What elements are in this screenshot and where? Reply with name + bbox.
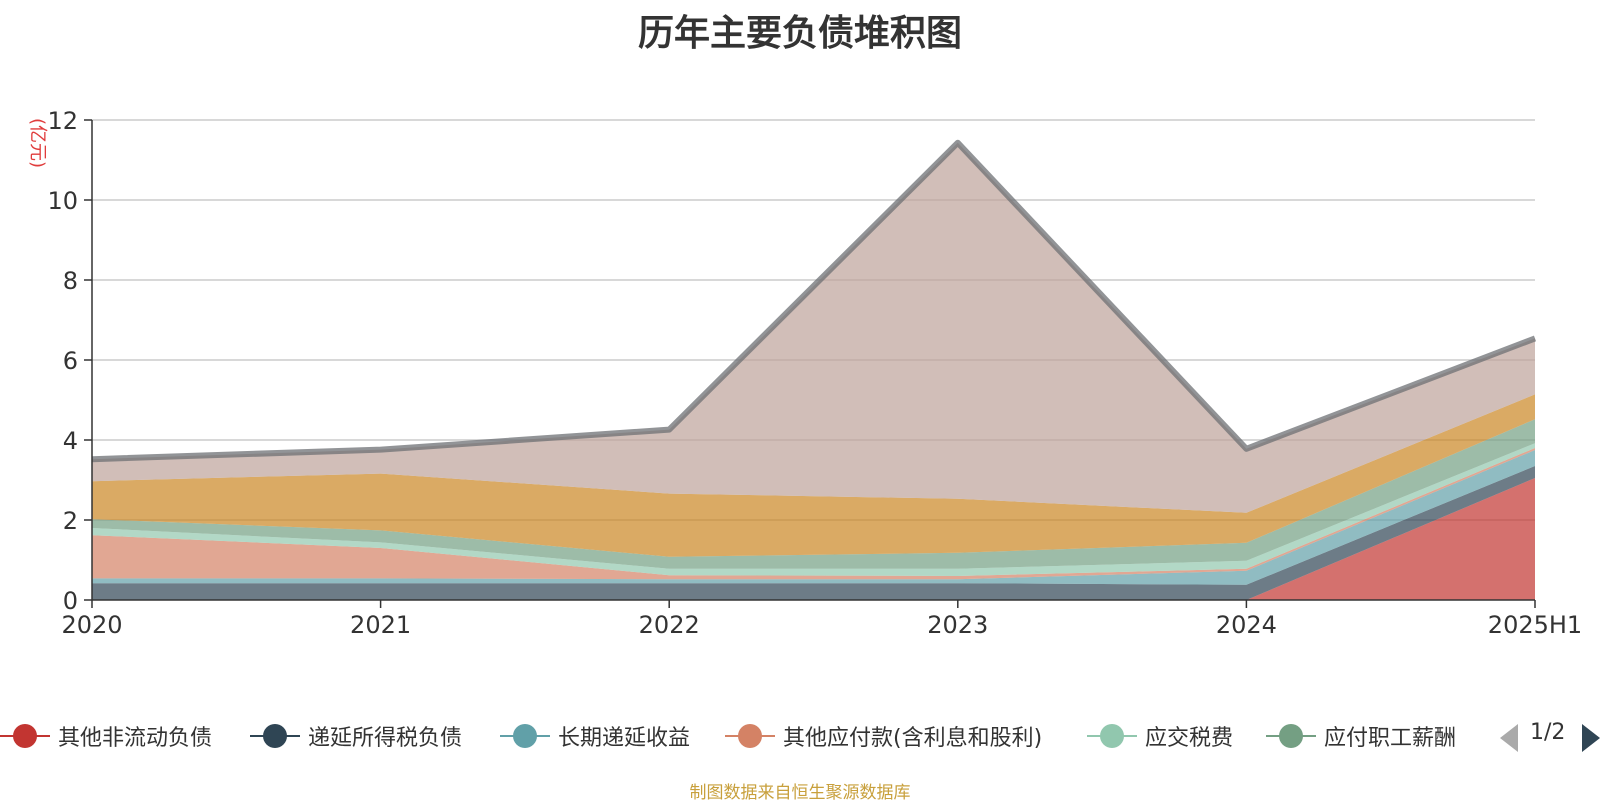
area-series-3 — [92, 448, 1535, 580]
stacked-areas — [92, 142, 1535, 600]
source-note: 制图数据来自恒生聚源数据库 — [689, 783, 911, 803]
legend-marker-icon — [250, 720, 300, 752]
axes: 0 2 4 6 8 10 12 2020 2021 2022 2023 2024 2025H1 — [47, 107, 1582, 639]
legend-label: 应交税费 — [1145, 726, 1234, 751]
area-series-6 — [92, 394, 1535, 557]
legend-item[interactable]: 其他应付款(含利息和股利) — [725, 720, 1042, 752]
y-tick-label: 8 — [63, 267, 78, 295]
legend-marker-icon — [500, 720, 550, 752]
chart-canvas: 0 2 4 6 8 10 12 2020 2021 2022 2023 2024 2025H1 (亿元) — [27, 107, 1582, 639]
x-tick-label: 2025H1 — [1488, 611, 1582, 639]
legend-marker-icon — [1087, 720, 1137, 752]
legend-marker-icon — [725, 720, 775, 752]
y-tick-label: 0 — [63, 587, 78, 615]
y-tick-label: 6 — [63, 347, 78, 375]
legend-label: 递延所得税负债 — [308, 726, 463, 751]
chart-title: 历年主要负债堆积图 — [637, 13, 962, 54]
legend-label: 应付职工薪酬 — [1324, 726, 1457, 751]
y-tick-label: 4 — [63, 427, 78, 455]
legend-prev-page-icon[interactable] — [1500, 724, 1518, 752]
x-tick-label: 2023 — [927, 611, 988, 639]
legend: 其他非流动负债 递延所得税负债 长期递延收益 其他应付款(含利息和股利) 应交税费 应付职… — [0, 720, 1600, 764]
y-axis-unit-label: (亿元) — [27, 118, 48, 168]
x-tick-label: 2021 — [350, 611, 411, 639]
legend-marker-icon — [1266, 720, 1316, 752]
total-outline — [91, 139, 1537, 463]
legend-item[interactable]: 长期递延收益 — [500, 720, 690, 752]
x-tick-label: 2020 — [61, 611, 122, 639]
legend-marker-icon — [0, 720, 50, 752]
y-tick-label: 10 — [47, 187, 78, 215]
y-tick-label: 2 — [63, 507, 78, 535]
legend-item[interactable]: 递延所得税负债 — [250, 720, 462, 752]
legend-item[interactable]: 应交税费 — [1087, 720, 1233, 752]
legend-label: 长期递延收益 — [558, 726, 691, 751]
legend-pager: 1/2 — [1500, 720, 1600, 754]
y-tick-label: 12 — [47, 107, 78, 135]
legend-label: 其他应付款(含利息和股利) — [783, 726, 1043, 751]
x-tick-label: 2024 — [1216, 611, 1277, 639]
area-series-0 — [92, 478, 1535, 600]
legend-page-indicator: 1/2 — [1530, 720, 1566, 745]
area-series-1 — [92, 466, 1535, 600]
total-line — [91, 139, 1537, 463]
legend-label: 其他非流动负债 — [58, 726, 213, 751]
x-tick-label: 2022 — [639, 611, 700, 639]
legend-next-page-icon[interactable] — [1582, 724, 1600, 752]
area-series-7 — [92, 142, 1535, 513]
legend-item[interactable]: 其他非流动负债 — [0, 720, 212, 752]
legend-item[interactable]: 应付职工薪酬 — [1266, 720, 1456, 752]
